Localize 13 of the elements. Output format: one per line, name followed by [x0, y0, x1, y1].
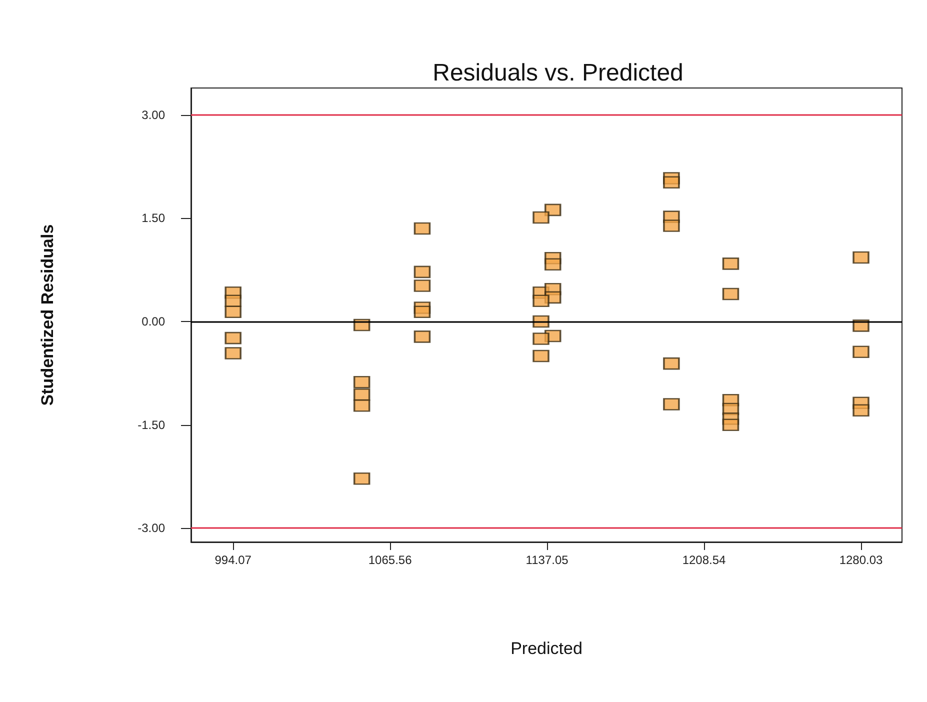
y-tick-label: 1.50 [142, 211, 166, 226]
y-tick-label: 3.00 [142, 108, 166, 122]
x-tick-label: 1137.05 [526, 553, 569, 567]
x-axis-title: Predicted [510, 639, 582, 658]
x-tick-label: 994.07 [214, 553, 252, 567]
chart-title: Residuals vs. Predicted [432, 60, 684, 86]
x-tick-label: 1280.03 [839, 553, 884, 567]
x-tick-label: 1065.56 [368, 553, 412, 567]
y-tick-label: -1.50 [138, 418, 166, 432]
y-tick-label: -3.00 [138, 521, 166, 536]
x-tick-label: 1208.54 [682, 553, 726, 567]
y-axis-title: Studentized Residuals [38, 224, 57, 406]
y-tick-label: 0.00 [142, 314, 166, 329]
